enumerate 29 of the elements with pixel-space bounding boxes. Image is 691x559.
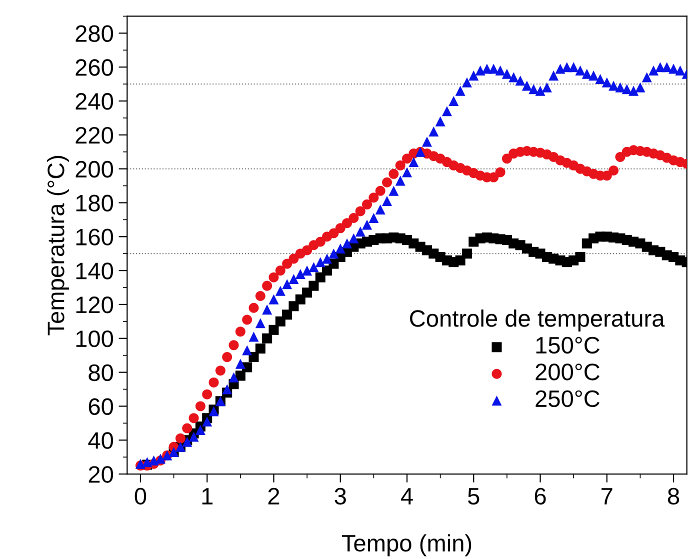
y-tick-label: 100 <box>76 330 114 348</box>
y-tick-label: 200 <box>76 160 114 178</box>
y-axis-title: Temperatura (°C) <box>46 156 70 336</box>
x-tick-label: 6 <box>534 488 546 505</box>
legend-label: 200°C <box>536 364 600 380</box>
y-tick-label: 160 <box>76 228 114 246</box>
x-tick-label: 0 <box>134 488 146 505</box>
x-tick-label: 2 <box>268 488 280 504</box>
x-tick-label: 7 <box>602 488 612 504</box>
y-tick-label: 180 <box>76 194 114 212</box>
y-tick-label: 40 <box>88 432 114 449</box>
y-tick-label: 220 <box>76 126 114 144</box>
y-tick-label: 120 <box>76 296 114 314</box>
y-tick-label: 140 <box>76 262 114 280</box>
y-tick-label: 260 <box>76 59 114 76</box>
y-tick-label: 80 <box>88 364 114 382</box>
legend-label: 250°C <box>536 390 600 408</box>
x-tick-label: 5 <box>468 488 480 505</box>
x-tick-label: 8 <box>668 488 680 505</box>
x-tick-label: 4 <box>400 488 413 504</box>
y-tick-label: 60 <box>88 398 114 415</box>
legend-title: Controle de temperatura <box>410 310 665 332</box>
x-tick-label: 3 <box>334 488 346 505</box>
x-tick-label: 1 <box>202 488 213 504</box>
x-axis-title: Tempo (min) <box>342 534 472 556</box>
y-tick-label: 280 <box>76 25 114 42</box>
y-tick-label: 20 <box>88 466 114 483</box>
legend-label: 150°C <box>536 336 600 354</box>
y-tick-label: 240 <box>76 93 114 110</box>
